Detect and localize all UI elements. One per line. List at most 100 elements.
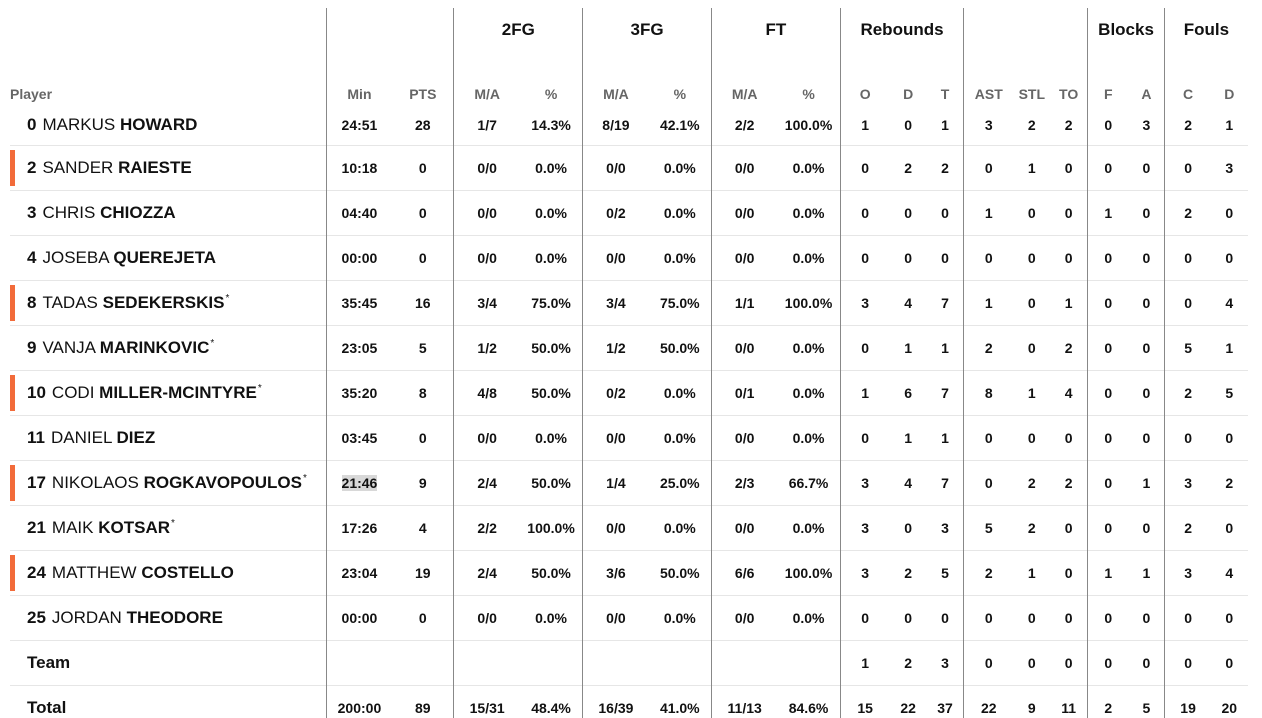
player-last-name[interactable]: ROGKAVOPOULOS [143,472,302,492]
player-first-name[interactable]: DANIEL [50,427,112,447]
player-last-name[interactable]: RAIESTE [118,157,192,177]
stat-ft-ma: 6/6 [710,550,778,595]
stat-to: 0 [1064,249,1073,266]
stat-blk-f: 0 [1086,415,1129,460]
column-header-blk-f[interactable]: F [1086,52,1129,105]
player-row[interactable]: 25 JORDAN THEODORE 00:00 0 0/0 0.0% 0/0 0.0% 0/0… [10,595,1248,640]
column-header-foul-c[interactable]: C [1164,52,1212,105]
player-row[interactable]: 2 SANDER RAIESTE 10:18 0 0/0 0.0% 0/0 0.0% 0/0 0.… [10,145,1248,190]
player-last-name[interactable]: CHIOZZA [100,202,176,222]
player-last-name[interactable]: SEDEKERSKIS [102,292,225,312]
player-first-name[interactable]: MAIK [51,517,94,537]
column-header-ft-pct[interactable]: % [802,86,815,102]
player-row[interactable]: 3 CHRIS CHIOZZA 04:40 0 0/0 0.0% 0/2 0.0% 0/0 0.0… [10,190,1248,235]
player-cell[interactable]: 0 MARKUS HOWARD [10,105,326,145]
stat-ast: 2 [963,325,1014,370]
player-cell[interactable]: 8 TADAS SEDEKERSKIS* [10,280,326,325]
column-header-3fg-pct[interactable]: % [673,86,687,102]
player-first-name[interactable]: NIKOLAOS [51,472,139,492]
stat-blk-f: 0 [1086,640,1129,685]
stat-foul-c: 0 [1164,235,1212,280]
stat-reb-t: 7 [941,384,949,401]
column-header-reb-o[interactable]: O [839,52,890,105]
player-row[interactable]: 17 NIKOLAOS ROGKAVOPOULOS* 21:46 9 2/4 50.0% 1… [10,460,1248,505]
stat-ast: 3 [963,105,1014,145]
column-header-ast[interactable]: AST [963,52,1014,105]
player-first-name[interactable]: MATTHEW [51,562,137,582]
stat-to: 0 [1064,654,1073,671]
column-header-pts[interactable]: PTS [409,86,437,102]
column-header-reb-t[interactable]: T [940,86,950,102]
player-cell[interactable]: 21 MAIK KOTSAR* [10,505,326,550]
stat-3fg-pct: 0.0% [663,384,696,401]
player-cell[interactable]: 10 CODI MILLER-MCINTYRE* [10,370,326,415]
column-header-ft-ma[interactable]: M/A [710,52,778,105]
stat-to: 1 [1064,294,1073,311]
column-header-2fg-ma[interactable]: M/A [453,52,520,105]
column-header-min[interactable]: Min [325,52,393,105]
stat-reb-o: 1 [839,640,890,685]
stat-reb-o: 1 [839,105,890,145]
player-row[interactable]: 11 DANIEL DIEZ 03:45 0 0/0 0.0% 0/0 0.0% 0/0 0.0%… [10,415,1248,460]
player-first-name[interactable]: JORDAN [51,607,122,627]
player-number: 3 [27,202,37,222]
stat-2fg-pct: 50.0% [531,474,571,491]
column-header-to[interactable]: TO [1059,86,1079,102]
player-cell[interactable]: 3 CHRIS CHIOZZA [10,190,326,235]
stat-2fg-ma: 1/2 [453,325,520,370]
stat-3fg-pct: 0.0% [663,159,696,176]
player-row[interactable]: 21 MAIK KOTSAR* 17:26 4 2/2 100.0% 0/0 0.0% 0/0 0… [10,505,1248,550]
player-last-name[interactable]: HOWARD [119,114,198,134]
starter-star: * [302,472,307,484]
column-header-stl[interactable]: STL [1018,86,1046,102]
player-first-name[interactable]: SANDER [42,157,114,177]
player-last-name[interactable]: DIEZ [116,427,156,447]
stat-reb-d: 4 [904,474,913,491]
player-cell[interactable]: 24 MATTHEW COSTELLO [10,550,326,595]
player-row[interactable]: 0 MARKUS HOWARD 24:51 28 1/7 14.3% 8/19 42.1% 2/… [10,105,1248,145]
stat-2fg-ma: 15/31 [453,685,520,718]
player-row[interactable]: 24 MATTHEW COSTELLO 23:04 19 2/4 50.0% 3/6 50.0… [10,550,1248,595]
player-first-name[interactable]: TADAS [42,292,98,312]
player-number: 0 [27,114,37,134]
team-label: Team [27,652,71,672]
player-row[interactable]: 9 VANJA MARINKOVIC* 23:05 5 1/2 50.0% 1/2 50.0%… [10,325,1248,370]
player-first-name[interactable]: MARKUS [42,114,116,134]
player-last-name[interactable]: MARINKOVIC [99,337,210,357]
stat-ft-ma: 0/1 [710,370,778,415]
column-header-player[interactable]: Player [10,86,53,102]
column-header-reb-d[interactable]: D [903,86,914,102]
player-cell[interactable]: 2 SANDER RAIESTE [10,145,326,190]
starter-star: * [257,382,262,394]
player-cell[interactable]: 9 VANJA MARINKOVIC* [10,325,326,370]
stat-2fg-pct: 50.0% [531,564,571,581]
stat-to: 2 [1064,339,1073,356]
column-header-3fg-ma[interactable]: M/A [582,52,649,105]
player-row[interactable]: 4 JOSEBA QUEREJETA 00:00 0 0/0 0.0% 0/0 0.0% 0/0… [10,235,1248,280]
player-cell[interactable]: 11 DANIEL DIEZ [10,415,326,460]
player-first-name[interactable]: JOSEBA [42,247,109,267]
stat-min: 00:00 [325,595,393,640]
player-cell[interactable]: 25 JORDAN THEODORE [10,595,326,640]
player-cell[interactable]: 17 NIKOLAOS ROGKAVOPOULOS* [10,460,326,505]
player-first-name[interactable]: CODI [51,382,95,402]
player-row[interactable]: 8 TADAS SEDEKERSKIS* 35:45 16 3/4 75.0% 3/4 75.… [10,280,1248,325]
player-row[interactable]: 10 CODI MILLER-MCINTYRE* 35:20 8 4/8 50.0% 0/2… [10,370,1248,415]
player-last-name[interactable]: KOTSAR [98,517,170,537]
stat-ast: 1 [963,280,1014,325]
column-header-blk-a[interactable]: A [1141,86,1152,102]
player-cell[interactable]: 4 JOSEBA QUEREJETA [10,235,326,280]
stat-reb-t: 3 [941,519,949,536]
stat-foul-d: 1 [1225,116,1234,133]
player-last-name[interactable]: MILLER-MCINTYRE [99,382,257,402]
player-last-name[interactable]: THEODORE [126,607,223,627]
stat-foul-c: 0 [1164,415,1212,460]
column-header-2fg-pct[interactable]: % [544,86,558,102]
player-last-name[interactable]: COSTELLO [141,562,234,582]
column-header-foul-d[interactable]: D [1224,86,1235,102]
player-first-name[interactable]: VANJA [42,337,96,357]
starter-marker [10,149,15,186]
player-last-name[interactable]: QUEREJETA [113,247,216,267]
player-first-name[interactable]: CHRIS [42,202,96,222]
